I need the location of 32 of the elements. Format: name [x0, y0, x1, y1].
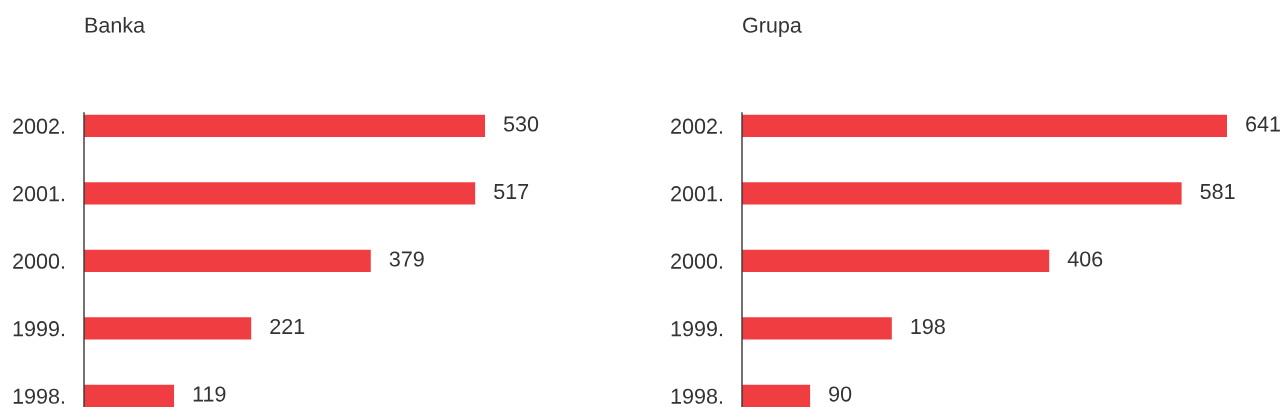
bar — [84, 249, 371, 272]
data-label: 221 — [270, 318, 305, 334]
y-tick-label: 1998. — [13, 388, 64, 404]
bar — [742, 317, 892, 340]
bar — [84, 114, 486, 137]
data-label: 406 — [1067, 251, 1103, 267]
chart-title: Grupa — [743, 17, 802, 38]
data-label: 581 — [1200, 183, 1235, 200]
bar — [84, 384, 175, 407]
y-tick-label: 1998. — [671, 388, 722, 404]
y-tick-label: 1999. — [671, 321, 722, 337]
bar — [84, 317, 252, 340]
y-tick-label: 2000. — [671, 253, 722, 269]
data-label: 517 — [494, 184, 529, 200]
data-label: 379 — [389, 251, 424, 267]
data-label: 198 — [911, 318, 945, 335]
y-tick-label: 2001. — [671, 186, 722, 202]
data-label: 119 — [193, 386, 226, 402]
y-tick-label: 1999. — [13, 321, 64, 337]
bar — [742, 182, 1182, 205]
y-tick-label: 2000. — [13, 253, 64, 269]
bar — [84, 182, 476, 205]
y-tick-label: 2001. — [13, 186, 64, 202]
data-label: 530 — [503, 116, 539, 132]
chart-title: Banka — [85, 16, 146, 33]
bar — [742, 384, 811, 407]
data-label: 641 — [1246, 116, 1280, 132]
data-label: 90 — [829, 386, 852, 402]
bar — [742, 114, 1227, 137]
bar — [742, 249, 1050, 272]
y-tick-label: 2002. — [13, 118, 64, 134]
y-tick-label: 2002. — [671, 118, 722, 134]
